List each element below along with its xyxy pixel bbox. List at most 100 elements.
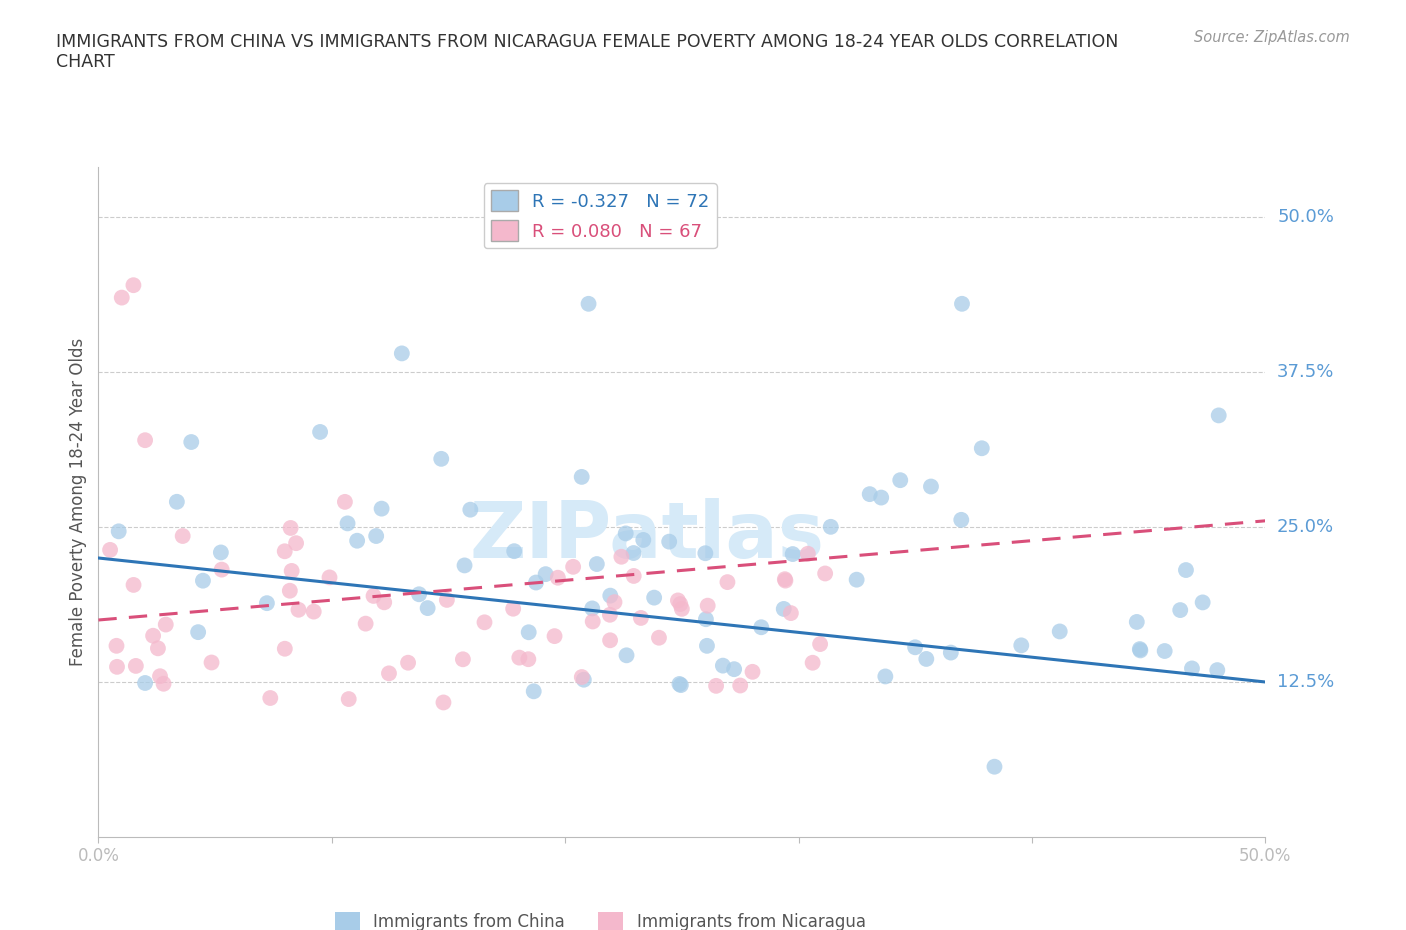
Point: [370, 501, 392, 516]
Text: 25.0%: 25.0%: [1277, 518, 1334, 536]
Point: [346, 533, 368, 548]
Point: [633, 533, 655, 548]
Point: [1126, 615, 1149, 630]
Point: [859, 486, 882, 501]
Point: [318, 570, 340, 585]
Point: [1191, 595, 1213, 610]
Point: [603, 594, 626, 609]
Point: [970, 441, 993, 456]
Point: [562, 559, 585, 574]
Point: [280, 564, 302, 578]
Point: [723, 662, 745, 677]
Point: [870, 490, 893, 505]
Point: [416, 601, 439, 616]
Point: [1206, 663, 1229, 678]
Point: [599, 632, 621, 647]
Point: [280, 521, 302, 536]
Point: [728, 678, 751, 693]
Point: [623, 568, 645, 583]
Point: [460, 502, 482, 517]
Point: [669, 596, 692, 611]
Point: [366, 528, 388, 543]
Point: [668, 676, 690, 691]
Point: [152, 676, 174, 691]
Point: [696, 638, 718, 653]
Point: [782, 547, 804, 562]
Point: [581, 601, 603, 616]
Point: [845, 572, 868, 587]
Point: [373, 595, 395, 610]
Point: [704, 678, 727, 693]
Point: [430, 451, 453, 466]
Point: [125, 658, 148, 673]
Point: [1174, 563, 1197, 578]
Point: [623, 546, 645, 561]
Point: [1153, 644, 1175, 658]
Point: [939, 645, 962, 660]
Text: 37.5%: 37.5%: [1277, 363, 1334, 381]
Point: [517, 625, 540, 640]
Point: [333, 495, 356, 510]
Point: [915, 652, 938, 667]
Point: [523, 684, 546, 698]
Point: [741, 664, 763, 679]
Point: [814, 566, 837, 581]
Point: [105, 638, 128, 653]
Point: [630, 610, 652, 625]
Point: [408, 587, 430, 602]
Point: [1168, 603, 1191, 618]
Point: [436, 592, 458, 607]
Point: [711, 658, 734, 673]
Point: [155, 618, 177, 632]
Point: [166, 495, 188, 510]
Point: [1208, 408, 1230, 423]
Point: [187, 625, 209, 640]
Point: [524, 575, 547, 590]
Point: [950, 297, 973, 312]
Point: [547, 570, 569, 585]
Point: [134, 675, 156, 690]
Point: [1010, 638, 1032, 653]
Point: [149, 669, 172, 684]
Point: [571, 470, 593, 485]
Point: [780, 605, 803, 620]
Point: [474, 615, 496, 630]
Point: [797, 546, 820, 561]
Point: [1129, 642, 1152, 657]
Point: [508, 650, 530, 665]
Point: [211, 562, 233, 577]
Point: [134, 432, 156, 447]
Point: [453, 558, 475, 573]
Point: [950, 512, 973, 527]
Point: [585, 557, 607, 572]
Point: [517, 652, 540, 667]
Point: [582, 614, 605, 629]
Point: [309, 424, 332, 439]
Point: [648, 631, 671, 645]
Point: [396, 656, 419, 671]
Point: [1049, 624, 1071, 639]
Point: [107, 524, 129, 538]
Point: [432, 695, 454, 710]
Point: [572, 672, 595, 687]
Point: [337, 692, 360, 707]
Point: [142, 629, 165, 644]
Point: [671, 602, 693, 617]
Point: [749, 619, 772, 634]
Point: [983, 759, 1005, 774]
Point: [920, 479, 942, 494]
Legend: Immigrants from China, Immigrants from Nicaragua: Immigrants from China, Immigrants from N…: [328, 906, 872, 930]
Point: [180, 434, 202, 449]
Point: [378, 666, 401, 681]
Point: [695, 612, 717, 627]
Point: [256, 596, 278, 611]
Point: [209, 545, 232, 560]
Point: [363, 589, 385, 604]
Point: [614, 526, 637, 541]
Point: [875, 669, 897, 684]
Point: [1181, 661, 1204, 676]
Point: [336, 516, 359, 531]
Point: [278, 583, 301, 598]
Point: [98, 542, 121, 557]
Point: [658, 534, 681, 549]
